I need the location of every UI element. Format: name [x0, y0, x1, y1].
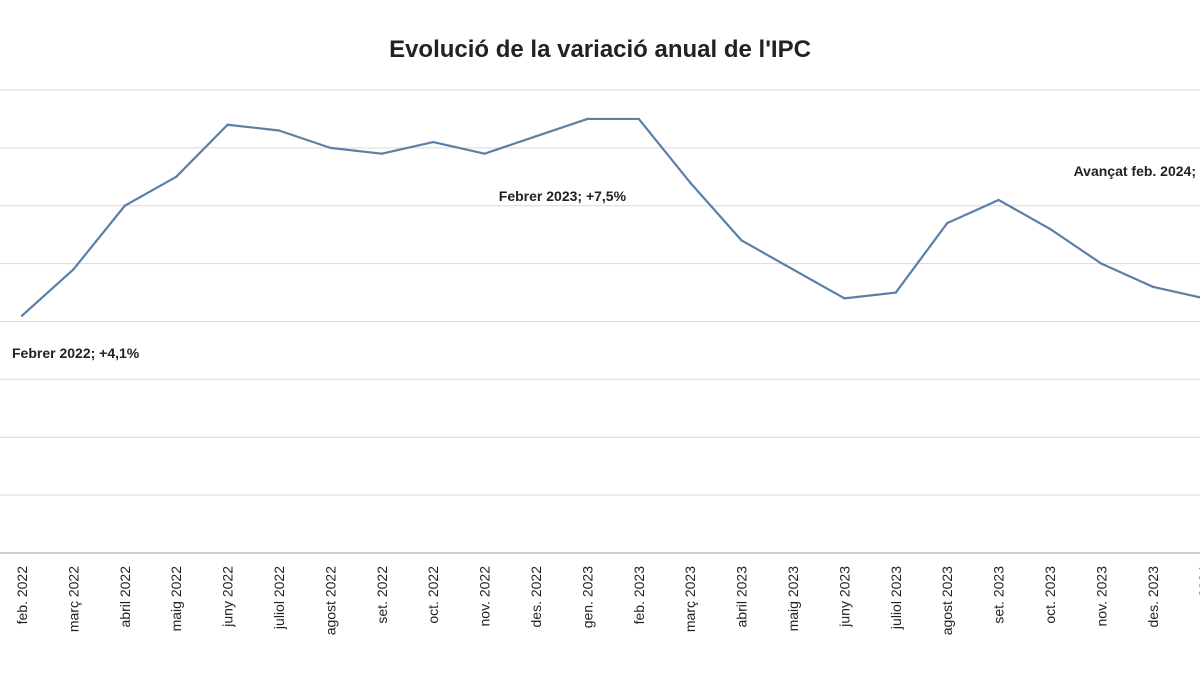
data-point	[123, 204, 127, 207]
x-tick-label: feb. 2022	[14, 566, 30, 625]
x-tick-label: gen. 2024	[1196, 566, 1200, 628]
x-tick-label: agost 2022	[322, 566, 338, 635]
data-point	[740, 239, 743, 242]
data-point	[637, 117, 640, 121]
x-axis-ticks: feb. 2022 març 2022 abril 2022 maig 2022 jun…	[14, 566, 1200, 636]
data-point	[72, 268, 75, 271]
data-point	[20, 314, 24, 317]
x-tick-label: abril 2022	[117, 566, 133, 628]
data-point	[1100, 262, 1103, 265]
x-tick-label: set. 2023	[991, 566, 1007, 624]
data-point	[483, 152, 486, 155]
series-group	[20, 117, 1200, 317]
data-point	[997, 198, 1000, 202]
data-point	[946, 221, 949, 225]
data-point	[277, 129, 281, 132]
x-tick-label: maig 2023	[785, 566, 801, 632]
data-point	[843, 297, 846, 300]
data-point	[534, 135, 538, 138]
x-tick-label: des. 2023	[1145, 566, 1161, 628]
x-tick-label: des. 2022	[528, 566, 544, 628]
data-point	[380, 152, 383, 155]
x-tick-label: juny 2022	[220, 566, 236, 628]
x-tick-label: març 2023	[682, 566, 698, 632]
chart-title: Evolució de la variació anual de l'IPC	[389, 36, 811, 63]
x-tick-label: nov. 2023	[1093, 566, 1109, 627]
x-tick-label: juliol 2023	[888, 566, 904, 630]
x-tick-label: abril 2023	[734, 566, 750, 628]
annotation-label: Febrer 2022; +4,1%	[12, 345, 140, 361]
x-tick-label: maig 2022	[168, 566, 184, 632]
x-tick-label: gen. 2023	[579, 566, 595, 628]
x-tick-label: juliol 2022	[271, 566, 287, 630]
x-tick-label: agost 2023	[939, 566, 955, 635]
grid	[0, 89, 1200, 554]
data-point	[1151, 285, 1155, 288]
annotation-label: Avançat feb. 2024;	[1074, 163, 1196, 179]
data-point	[432, 140, 435, 144]
data-point	[586, 117, 589, 121]
x-tick-label: nov. 2022	[477, 566, 493, 627]
x-tick-label: oct. 2023	[1042, 566, 1058, 624]
data-point	[791, 268, 795, 271]
series-line	[21, 117, 1200, 317]
data-point	[175, 175, 178, 179]
data-point	[689, 181, 692, 184]
annotation-label: Febrer 2023; +7,5%	[499, 188, 627, 204]
data-point	[1048, 227, 1052, 231]
annotations: Febrer 2022; +4,1% Febrer 2023; +7,5% Avan…	[12, 163, 1196, 361]
x-tick-label: març 2022	[65, 566, 81, 632]
data-point	[226, 123, 229, 126]
x-tick-label: oct. 2022	[425, 566, 441, 624]
data-point	[329, 146, 332, 150]
x-tick-label: feb. 2023	[631, 566, 647, 625]
data-point	[894, 291, 897, 294]
x-tick-label: set. 2022	[374, 566, 390, 624]
x-tick-label: juny 2023	[836, 566, 852, 628]
